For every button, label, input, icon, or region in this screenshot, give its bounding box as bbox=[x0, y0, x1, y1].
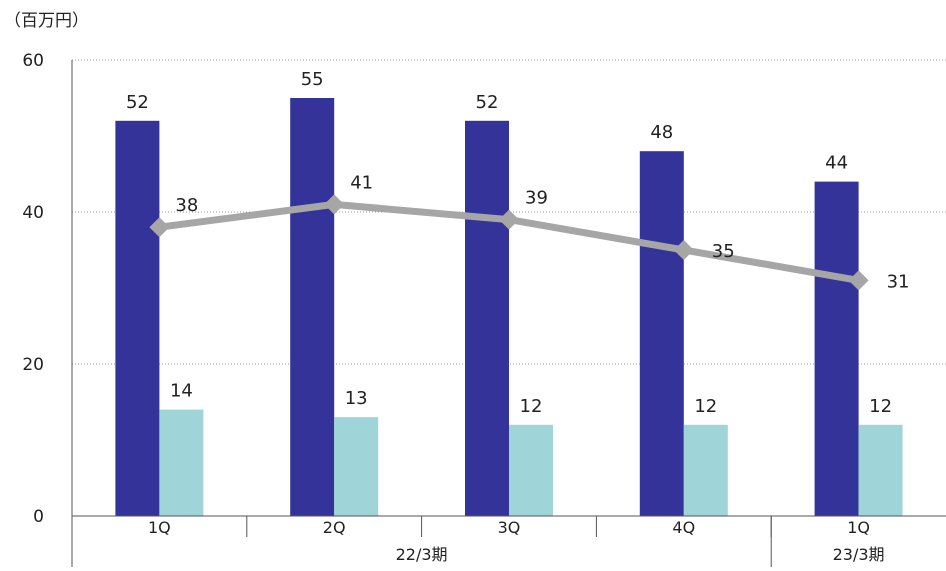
bar bbox=[115, 120, 160, 517]
line-point bbox=[324, 194, 345, 215]
line-value-label: 31 bbox=[887, 271, 910, 292]
bar-value-label: 13 bbox=[345, 388, 368, 409]
line-value-label: 41 bbox=[350, 172, 373, 193]
x-group-label: 23/3期 bbox=[833, 545, 885, 564]
line-value-label: 38 bbox=[175, 195, 198, 216]
y-tick-label: 20 bbox=[22, 355, 44, 375]
bar-value-label: 12 bbox=[869, 396, 892, 417]
x-group-label: 22/3期 bbox=[396, 545, 448, 564]
x-category-label: 1Q bbox=[847, 518, 870, 537]
bar-value-label: 12 bbox=[520, 396, 543, 417]
axes: 0 20 40 60 1Q 2Q 3Q 4Q 1Q 22/3期 23/3期 bbox=[22, 51, 946, 567]
bar-value-label: 52 bbox=[476, 92, 499, 113]
unit-label: （百万円） bbox=[4, 11, 89, 31]
bar bbox=[814, 181, 859, 516]
bar-value-label: 44 bbox=[825, 153, 848, 174]
bar bbox=[334, 417, 379, 516]
line-value-label: 35 bbox=[712, 241, 735, 262]
bar bbox=[858, 424, 903, 516]
x-category-label: 4Q bbox=[672, 518, 695, 537]
bar-value-label: 55 bbox=[301, 69, 324, 90]
bar-value-label: 14 bbox=[170, 381, 193, 402]
y-tick-label: 60 bbox=[22, 51, 44, 71]
x-category-label: 3Q bbox=[498, 518, 521, 537]
line-point bbox=[848, 270, 869, 291]
data-labels: 52 14 55 13 52 12 48 12 44 12 38 41 39 35 31 bbox=[126, 69, 910, 417]
x-category-label: 2Q bbox=[323, 518, 346, 537]
line-point bbox=[673, 240, 694, 260]
bar bbox=[465, 120, 509, 517]
bar bbox=[509, 424, 553, 516]
line-point bbox=[149, 217, 170, 238]
bar bbox=[683, 424, 728, 516]
x-category-label: 1Q bbox=[148, 518, 171, 537]
bar-value-label: 12 bbox=[694, 396, 717, 417]
line-point bbox=[499, 209, 519, 230]
bars bbox=[115, 98, 903, 517]
bar bbox=[159, 409, 204, 516]
y-tick-label: 0 bbox=[33, 507, 44, 527]
bar-value-label: 48 bbox=[650, 122, 673, 143]
bar bbox=[639, 151, 684, 516]
line-value-label: 39 bbox=[525, 188, 548, 209]
line-series bbox=[149, 194, 869, 291]
bar-value-label: 52 bbox=[126, 92, 149, 113]
bar bbox=[290, 98, 335, 516]
y-tick-label: 40 bbox=[22, 203, 44, 223]
